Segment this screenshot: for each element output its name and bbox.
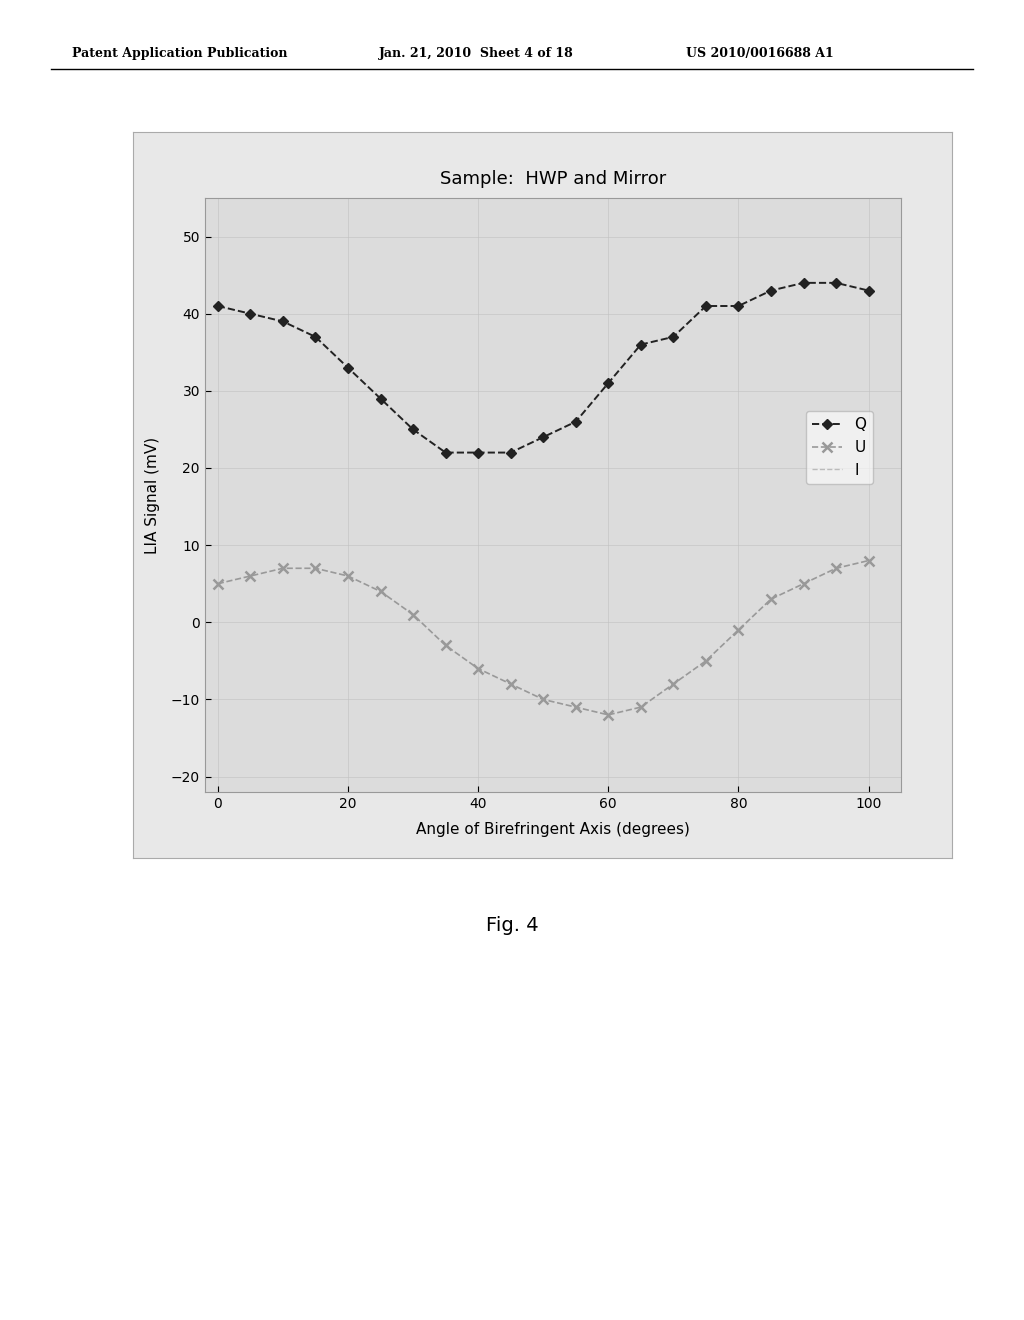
Q	[276, 314, 289, 330]
U	[569, 700, 582, 715]
Q	[765, 282, 777, 298]
Q	[668, 329, 680, 345]
Title: Sample:  HWP and Mirror: Sample: HWP and Mirror	[440, 170, 666, 189]
Q	[472, 445, 484, 461]
U	[765, 591, 777, 607]
Text: Fig. 4: Fig. 4	[485, 916, 539, 935]
Y-axis label: LIA Signal (mV): LIA Signal (mV)	[144, 437, 160, 553]
Q	[309, 329, 322, 345]
Q	[798, 275, 810, 290]
U	[602, 708, 614, 723]
Text: Patent Application Publication: Patent Application Publication	[72, 46, 287, 59]
Q	[635, 337, 647, 352]
Q	[407, 421, 419, 437]
U	[439, 638, 452, 653]
Q	[505, 445, 517, 461]
U	[342, 568, 354, 583]
U	[798, 576, 810, 591]
U	[244, 568, 256, 583]
U	[309, 561, 322, 577]
Q	[439, 445, 452, 461]
Legend: Q, U, I: Q, U, I	[806, 412, 872, 483]
U	[472, 660, 484, 676]
Line: U: U	[213, 556, 873, 719]
Q	[699, 298, 712, 314]
Q	[732, 298, 744, 314]
U	[505, 676, 517, 692]
Q	[244, 306, 256, 322]
Line: Q: Q	[214, 279, 872, 457]
U	[732, 622, 744, 638]
Q	[375, 391, 387, 407]
Text: US 2010/0016688 A1: US 2010/0016688 A1	[686, 46, 834, 59]
U	[862, 553, 874, 569]
U	[212, 576, 224, 591]
Q	[537, 429, 549, 445]
Q	[342, 360, 354, 376]
U	[699, 653, 712, 669]
Q	[602, 375, 614, 391]
U	[407, 607, 419, 623]
U	[829, 561, 842, 577]
Text: Jan. 21, 2010  Sheet 4 of 18: Jan. 21, 2010 Sheet 4 of 18	[379, 46, 573, 59]
U	[276, 561, 289, 577]
Q	[212, 298, 224, 314]
X-axis label: Angle of Birefringent Axis (degrees): Angle of Birefringent Axis (degrees)	[416, 822, 690, 837]
Q	[862, 282, 874, 298]
Q	[829, 275, 842, 290]
U	[668, 676, 680, 692]
U	[635, 700, 647, 715]
U	[375, 583, 387, 599]
Q	[569, 413, 582, 429]
U	[537, 692, 549, 708]
